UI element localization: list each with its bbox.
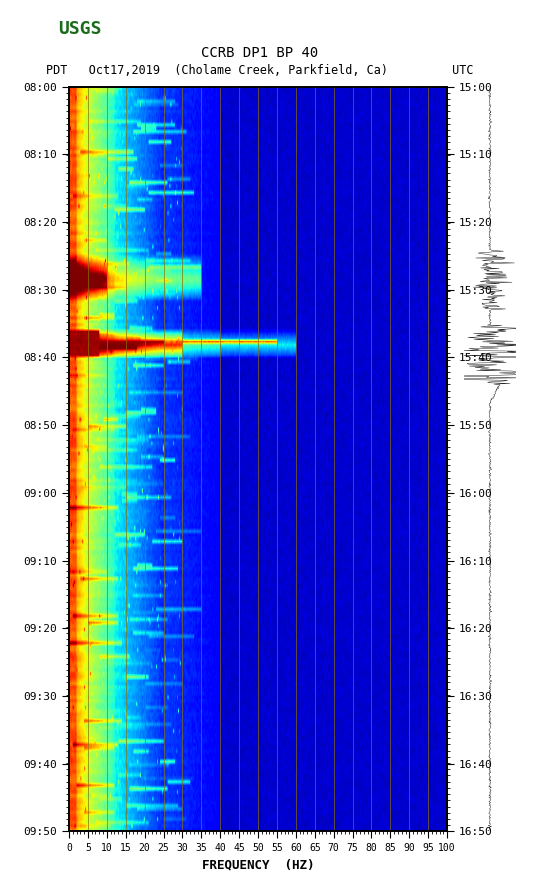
X-axis label: FREQUENCY  (HZ): FREQUENCY (HZ)	[202, 859, 314, 871]
Text: USGS: USGS	[58, 20, 102, 37]
Text: CCRB DP1 BP 40: CCRB DP1 BP 40	[201, 45, 318, 60]
Text: PDT   Oct17,2019  (Cholame Creek, Parkfield, Ca)         UTC: PDT Oct17,2019 (Cholame Creek, Parkfield…	[46, 63, 473, 77]
